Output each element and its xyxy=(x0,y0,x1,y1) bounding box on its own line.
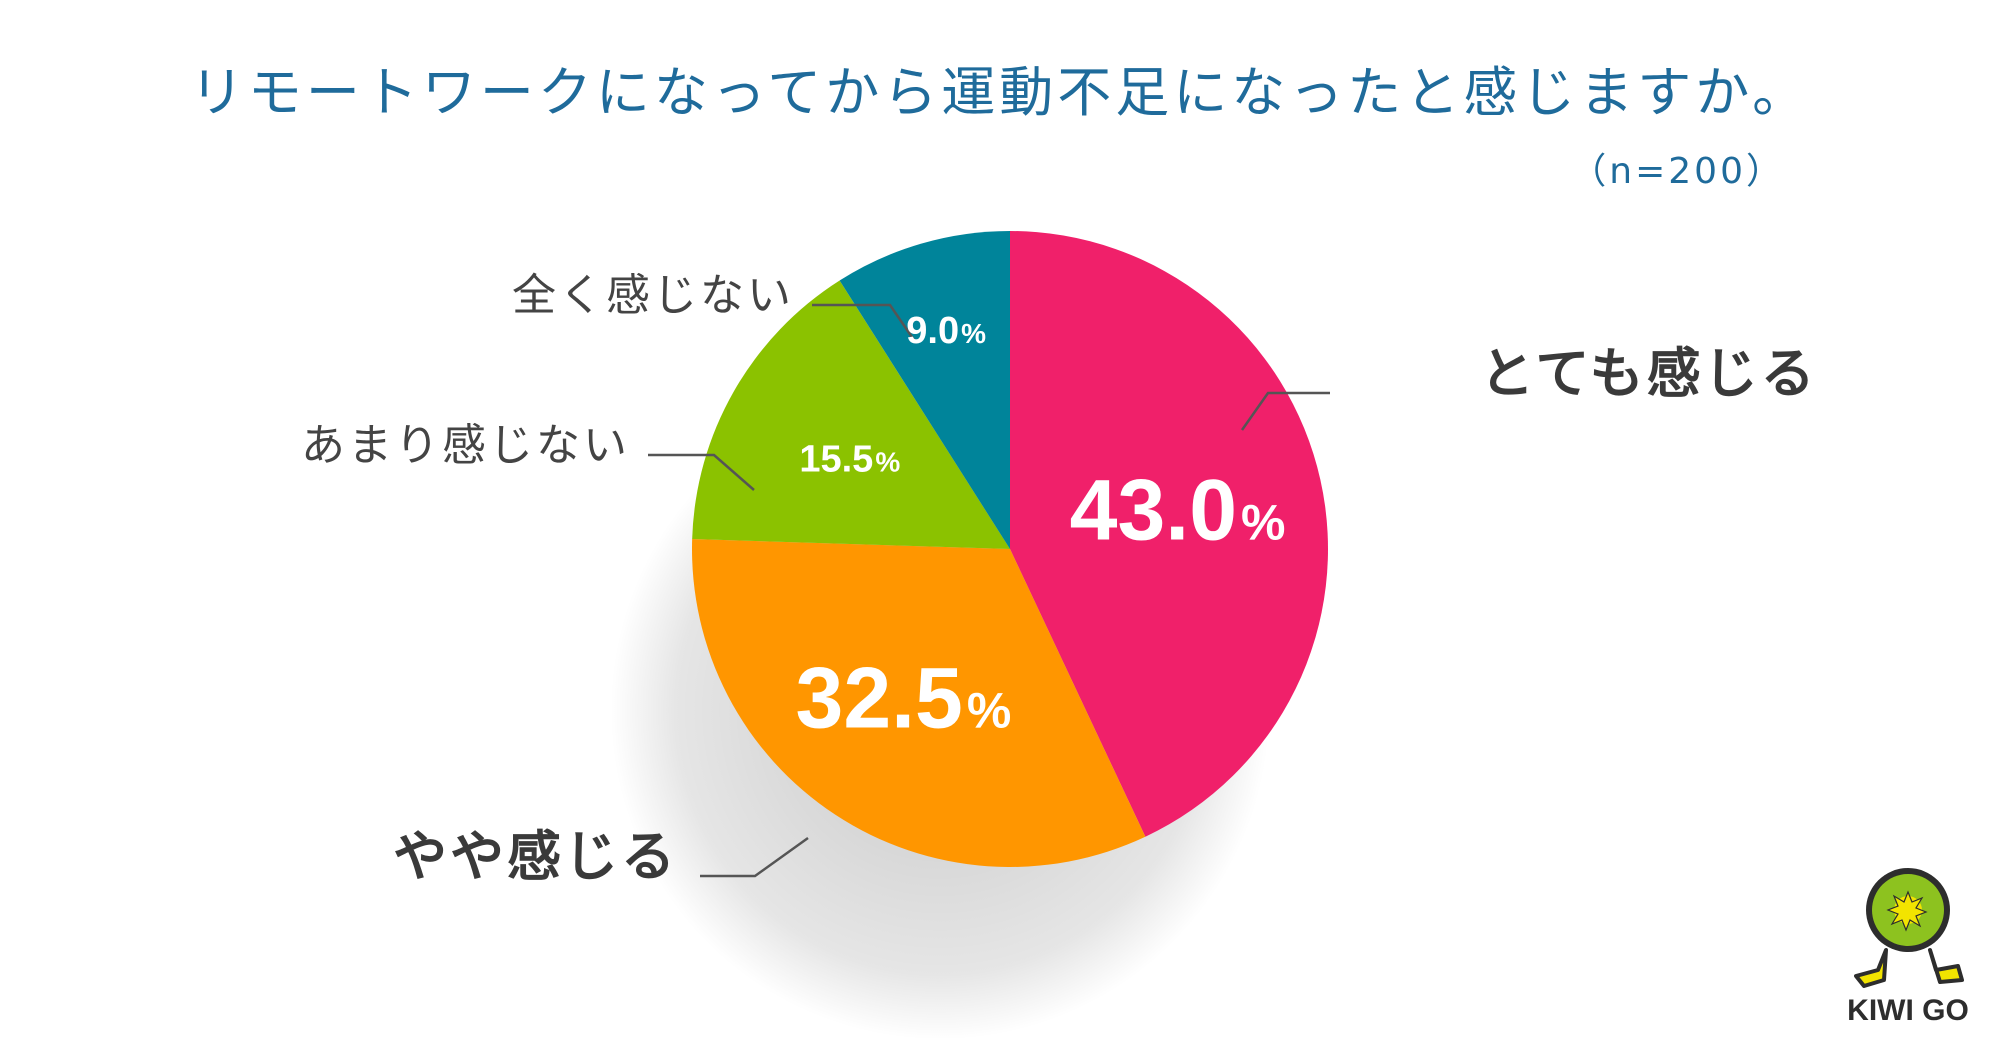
leader-line-2 xyxy=(700,836,809,878)
pie-slice-2 xyxy=(692,539,1146,867)
category-label-3: あまり感じない xyxy=(301,420,630,471)
leader-line-4 xyxy=(812,303,918,344)
value-label-1: 43.0% xyxy=(1070,463,1286,559)
value-label-2: 32.5% xyxy=(795,651,1011,747)
chart-title: リモートワークになってから運動不足になったと感じますか。 xyxy=(189,61,1811,124)
leader-line-3 xyxy=(648,453,755,491)
kiwi-go-logo: KIWI GO xyxy=(1847,868,1969,1027)
sample-size: （n=200） xyxy=(1570,151,1785,192)
pie-slice-1 xyxy=(1010,231,1328,837)
category-label-4: 全く感じない xyxy=(512,270,794,321)
logo-text: KIWI GO xyxy=(1847,994,1969,1027)
value-label-3: 15.5% xyxy=(799,439,900,481)
kiwi-character-icon xyxy=(1854,868,1964,988)
category-label-2: やや感じる xyxy=(393,825,678,888)
pie-slice-3 xyxy=(692,280,1010,549)
pie-slice-4 xyxy=(839,231,1010,549)
leader-line-1 xyxy=(1240,391,1330,431)
value-label-4: 9.0% xyxy=(906,310,986,352)
category-label-1: とても感じる xyxy=(1480,342,1818,405)
